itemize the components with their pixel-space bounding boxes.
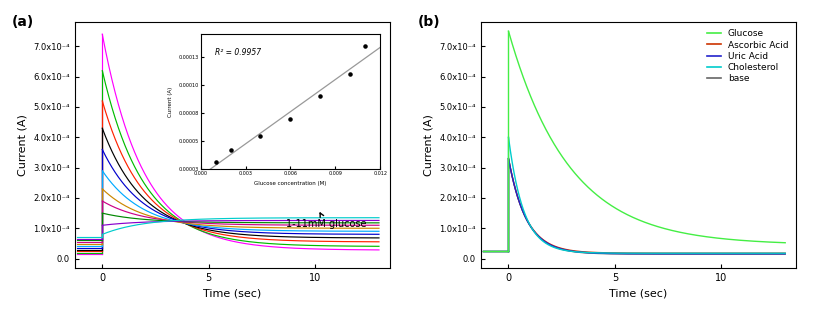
X-axis label: Time (sec): Time (sec) xyxy=(203,288,261,298)
X-axis label: Time (sec): Time (sec) xyxy=(609,288,667,298)
Text: (a): (a) xyxy=(12,15,34,29)
Text: (b): (b) xyxy=(417,15,440,29)
Y-axis label: Current (A): Current (A) xyxy=(423,114,433,176)
Text: 1-11mM glucose: 1-11mM glucose xyxy=(285,213,366,229)
Y-axis label: Current (A): Current (A) xyxy=(17,114,27,176)
Legend: Glucose, Ascorbic Acid, Uric Acid, Cholesterol, base: Glucose, Ascorbic Acid, Uric Acid, Chole… xyxy=(704,26,791,86)
